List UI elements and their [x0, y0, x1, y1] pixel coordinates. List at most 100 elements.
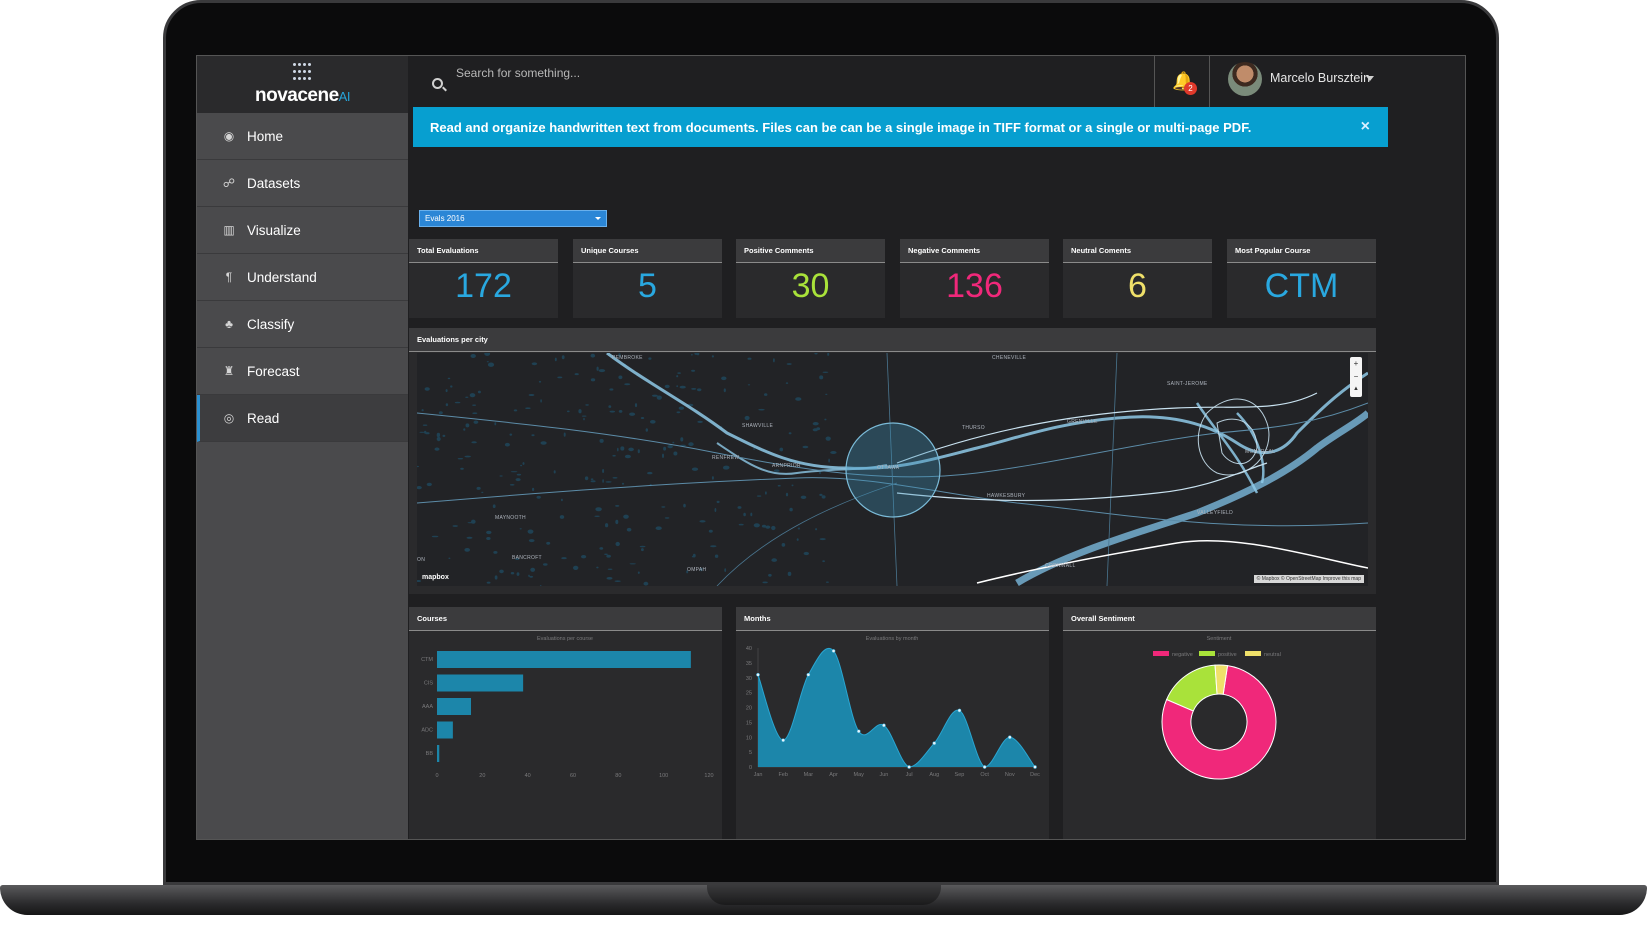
- map-city-label: ON: [417, 557, 426, 563]
- lake-shape: [463, 428, 466, 431]
- logo[interactable]: novaceneAI: [197, 56, 408, 113]
- lake-shape: [563, 432, 566, 437]
- data-point: [806, 672, 811, 677]
- lake-shape: [431, 535, 439, 538]
- stat-card-label: Total Evaluations: [409, 239, 558, 263]
- tick-label: Mar: [804, 772, 814, 778]
- avatar[interactable]: [1228, 62, 1262, 96]
- search-input[interactable]: Search for something...: [456, 66, 581, 80]
- lake-shape: [543, 563, 548, 566]
- lake-shape: [509, 433, 513, 436]
- lake-shape: [614, 580, 621, 582]
- map-attribution[interactable]: © Mapbox © OpenStreetMap Improve this ma…: [1253, 575, 1364, 583]
- lake-shape: [771, 558, 777, 562]
- tick-label: 10: [746, 735, 752, 741]
- lake-shape: [761, 524, 767, 528]
- close-icon[interactable]: ×: [1360, 118, 1370, 135]
- chevron-down-icon[interactable]: [1366, 76, 1374, 81]
- sidebar-item-understand[interactable]: ¶ Understand: [197, 254, 408, 301]
- lake-shape: [747, 357, 752, 360]
- lake-shape: [540, 441, 547, 445]
- lake-shape: [536, 495, 541, 499]
- compass-icon[interactable]: ▲: [1353, 386, 1359, 392]
- lake-shape: [672, 441, 675, 444]
- lake-shape: [607, 568, 613, 570]
- lake-shape: [476, 486, 481, 490]
- lake-shape: [773, 358, 775, 363]
- notifications-bell-icon[interactable]: 🔔 2: [1172, 71, 1197, 95]
- lake-shape: [737, 506, 742, 509]
- dashboard-icon: ◉: [223, 129, 235, 143]
- lake-shape: [694, 353, 699, 355]
- lake-shape: [585, 404, 589, 406]
- lake-shape: [466, 536, 473, 539]
- sidebar-item-home[interactable]: ◉ Home: [197, 113, 408, 160]
- lake-shape: [639, 545, 646, 548]
- stat-card-value: 6: [1128, 267, 1147, 305]
- user-name[interactable]: Marcelo Bursztein: [1270, 71, 1371, 85]
- city-map[interactable]: PEMBROKE CHENEVILLE SAINT-JEROME SHAWVILLE T…: [417, 353, 1368, 586]
- bar-chart-icon: ▥: [223, 223, 235, 237]
- lake-shape: [827, 353, 830, 356]
- lake-shape: [637, 449, 640, 454]
- lake-shape: [417, 465, 419, 468]
- sidebar-item-visualize[interactable]: ▥ Visualize: [197, 207, 408, 254]
- lake-shape: [629, 412, 636, 416]
- lake-shape: [691, 353, 693, 356]
- map-city-label: MAYNOOTH: [495, 515, 526, 521]
- lake-shape: [656, 395, 662, 400]
- map-zoom-controls[interactable]: + − ▲: [1350, 357, 1362, 397]
- lake-shape: [499, 475, 503, 477]
- tick-label: 20: [479, 773, 485, 779]
- lake-shape: [676, 411, 681, 414]
- zoom-out-button[interactable]: −: [1353, 372, 1359, 381]
- lake-shape: [486, 537, 491, 540]
- category-label: AAA: [422, 704, 433, 710]
- lake-shape: [697, 420, 703, 423]
- lake-shape: [828, 458, 830, 463]
- top-bar: Search for something... 🔔 2 Marcelo Burs…: [408, 56, 1465, 113]
- lake-shape: [821, 495, 826, 499]
- sentiment-panel-title: Overall Sentiment: [1063, 607, 1376, 631]
- search-icon[interactable]: [432, 78, 443, 89]
- sidebar-item-label: Forecast: [247, 363, 300, 379]
- lake-shape: [650, 420, 656, 424]
- lake-shape: [574, 373, 579, 376]
- zoom-in-button[interactable]: +: [1353, 359, 1359, 368]
- sidebar-item-forecast[interactable]: ♜ Forecast: [197, 348, 408, 395]
- lake-shape: [824, 418, 827, 421]
- dataset-select[interactable]: Evals 2016: [419, 210, 607, 227]
- lake-shape: [791, 484, 794, 487]
- courses-panel-title: Courses: [409, 607, 722, 631]
- lake-shape: [747, 384, 751, 386]
- sidebar-item-classify[interactable]: ♣ Classify: [197, 301, 408, 348]
- sidebar-item-label: Datasets: [247, 175, 301, 191]
- sidebar-item-label: Understand: [247, 269, 317, 285]
- bar: [437, 721, 453, 739]
- map-city-label: OMPAH: [687, 567, 707, 573]
- lake-shape: [494, 422, 497, 426]
- tick-label: 40: [525, 773, 531, 779]
- lake-shape: [618, 353, 621, 358]
- lake-shape: [590, 478, 594, 480]
- lake-shape: [606, 577, 613, 580]
- stat-card-value: 5: [638, 267, 657, 305]
- lake-shape: [598, 369, 606, 373]
- lake-shape: [529, 575, 534, 578]
- category-label: BB: [426, 751, 434, 757]
- map-city-label: MONTREAL: [1245, 449, 1276, 455]
- lake-shape: [510, 471, 518, 473]
- lake-shape: [721, 376, 727, 381]
- lake-shape: [516, 572, 520, 576]
- lake-shape: [637, 571, 640, 574]
- mapbox-logo[interactable]: mapbox: [422, 574, 449, 581]
- sidebar-item-read[interactable]: ◎ Read: [197, 395, 408, 442]
- lake-shape: [615, 519, 619, 525]
- lake-shape: [691, 467, 699, 471]
- sidebar-item-datasets[interactable]: ☍ Datasets: [197, 160, 408, 207]
- data-point: [831, 649, 836, 653]
- legend-swatch: [1245, 651, 1261, 656]
- lake-shape: [779, 447, 784, 452]
- lake-shape: [445, 403, 449, 407]
- lake-shape: [442, 434, 446, 437]
